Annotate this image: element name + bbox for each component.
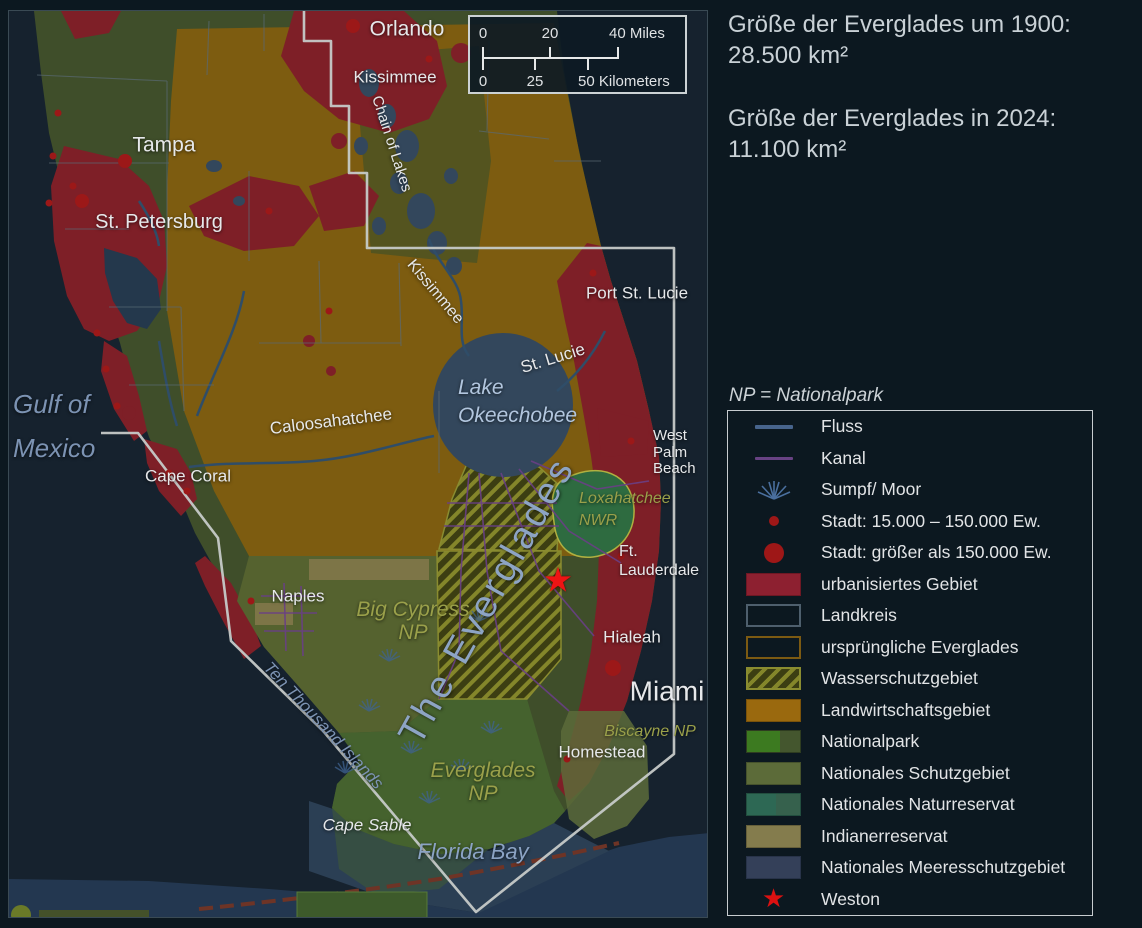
canal-line-icon	[754, 456, 793, 461]
label-florida-bay: Florida Bay	[417, 838, 529, 864]
agriculture-swatch	[746, 698, 801, 722]
florida-map: Orlando Kissimmee Tampa St. Petersburg C…	[8, 10, 708, 918]
legend-label: Nationales Schutzgebiet	[821, 762, 1010, 783]
label-hialeah: Hialeah	[603, 627, 661, 647]
stat-2024-label: Größe der Everglades in 2024:	[728, 105, 1057, 132]
scale-bar: 0 20 40 Miles 0 25 50 Kilometers	[468, 15, 687, 94]
legend-row-urspruengliche: ursprüngliche Everglades	[728, 632, 1092, 663]
legend-row-nationalpark: Nationalpark	[728, 726, 1092, 757]
legend-row-fluss: Fluss	[728, 411, 1092, 442]
scale-line	[482, 57, 619, 59]
scale-tick	[534, 59, 536, 70]
nature-reserve-swatch	[746, 793, 801, 817]
legend-label: Weston	[821, 888, 881, 909]
legend-row-urban: urbanisiertes Gebiet	[728, 569, 1092, 600]
legend-label: ursprüngliche Everglades	[821, 636, 1019, 657]
small-city-dot-icon	[768, 516, 779, 527]
label-biscayne-np: Biscayne NP	[604, 723, 696, 741]
swamp-icon	[746, 479, 801, 501]
legend-row-weston: ★ Weston	[728, 884, 1092, 915]
legend-label: Fluss	[821, 416, 863, 437]
legend-heading: NP = Nationalpark	[729, 385, 884, 406]
legend-label: Nationalpark	[821, 731, 920, 752]
legend-label: Nationales Meeresschutzgebiet	[821, 857, 1066, 878]
legend-label: Sumpf/ Moor	[821, 479, 922, 500]
indian-reservation-swatch	[746, 824, 801, 848]
scale-km-50: 50 Kilometers	[578, 73, 670, 90]
legend: Fluss Kanal Sumpf/ Moor Stadt: 1	[727, 410, 1093, 916]
scale-miles-0: 0	[478, 25, 488, 42]
original-everglades-swatch	[746, 635, 801, 659]
label-ft-lauderdale: Ft. Lauderdale	[619, 543, 700, 579]
weston-star-icon: ★	[542, 560, 574, 601]
stat-1900-value: 28.500 km²	[728, 42, 849, 69]
label-loxahatchee-nwr: Loxahatchee NWR	[579, 490, 671, 529]
label-big-cypress-np: Big Cypress NP	[356, 597, 470, 644]
county-swatch	[746, 604, 801, 628]
legend-label: Stadt: 15.000 – 150.000 Ew.	[821, 510, 1041, 531]
legend-row-stadt-gross: Stadt: größer als 150.000 Ew.	[728, 537, 1092, 568]
legend-label: Kanal	[821, 447, 866, 468]
legend-label: Nationales Naturreservat	[821, 794, 1015, 815]
label-st-petersburg: St. Petersburg	[95, 211, 223, 233]
scale-tick	[587, 59, 589, 70]
legend-label: Landwirtschaftsgebiet	[821, 699, 991, 720]
legend-label: Wasserschutzgebiet	[821, 668, 978, 689]
legend-label: Landkreis	[821, 605, 897, 626]
water-conservation-swatch	[746, 667, 801, 691]
scale-miles-20: 20	[541, 25, 559, 42]
stat-1900-label: Größe der Everglades um 1900:	[728, 11, 1071, 38]
stat-1900: Größe der Everglades um 1900: 28.500 km²	[728, 9, 1138, 71]
scale-miles-40: 40 Miles	[609, 25, 665, 42]
marine-sanctuary-swatch	[746, 856, 801, 880]
legend-row-naturreservat: Nationales Naturreservat	[728, 789, 1092, 820]
legend-row-landwirtschaft: Landwirtschaftsgebiet	[728, 695, 1092, 726]
label-gulf-of-mexico: Gulf of Mexico	[13, 389, 96, 463]
label-tampa: Tampa	[132, 133, 196, 157]
national-preserve-swatch	[746, 761, 801, 785]
label-naples: Naples	[271, 586, 325, 606]
legend-row-schutzgebiet: Nationales Schutzgebiet	[728, 758, 1092, 789]
stat-2024-value: 11.100 km²	[728, 136, 847, 163]
scale-tick	[549, 47, 551, 58]
stat-2024: Größe der Everglades in 2024: 11.100 km²	[728, 103, 1138, 165]
label-lake-okeechobee: Lake Okeechobee	[458, 376, 578, 427]
urban-swatch	[746, 572, 801, 596]
label-port-st-lucie: Port St. Lucie	[585, 283, 689, 303]
legend-label: urbanisiertes Gebiet	[821, 573, 978, 594]
label-miami: Miami	[629, 675, 705, 707]
legend-label: Indianerreservat	[821, 825, 948, 846]
legend-row-indianerreservat: Indianerreservat	[728, 821, 1092, 852]
large-city-dot-icon	[763, 542, 784, 563]
river-line-icon	[754, 424, 793, 429]
scale-tick	[617, 47, 619, 58]
legend-row-kanal: Kanal	[728, 443, 1092, 474]
label-homestead: Homestead	[558, 742, 646, 762]
label-orlando: Orlando	[369, 17, 445, 41]
scale-km-25: 25	[526, 73, 544, 90]
legend-label: Stadt: größer als 150.000 Ew.	[821, 542, 1052, 563]
label-everglades-np: Everglades NP	[430, 758, 536, 805]
scale-tick	[482, 59, 484, 70]
label-cape-coral: Cape Coral	[145, 466, 231, 486]
legend-row-meeresschutz: Nationales Meeresschutzgebiet	[728, 852, 1092, 883]
label-cape-sable: Cape Sable	[322, 815, 412, 835]
scale-km-0: 0	[478, 73, 488, 90]
scale-tick	[482, 47, 484, 58]
stats-block: Größe der Everglades um 1900: 28.500 km²…	[728, 9, 1138, 165]
national-park-swatch	[746, 730, 801, 754]
legend-row-landkreis: Landkreis	[728, 600, 1092, 631]
map-artwork	[9, 11, 707, 917]
label-west-palm-beach: West Palm Beach	[653, 427, 696, 477]
legend-row-sumpf: Sumpf/ Moor	[728, 474, 1092, 505]
legend-row-wasserschutz: Wasserschutzgebiet	[728, 663, 1092, 694]
weston-star-icon: ★	[761, 884, 786, 914]
legend-row-stadt-klein: Stadt: 15.000 – 150.000 Ew.	[728, 506, 1092, 537]
label-kissimmee-city: Kissimmee	[353, 67, 437, 87]
